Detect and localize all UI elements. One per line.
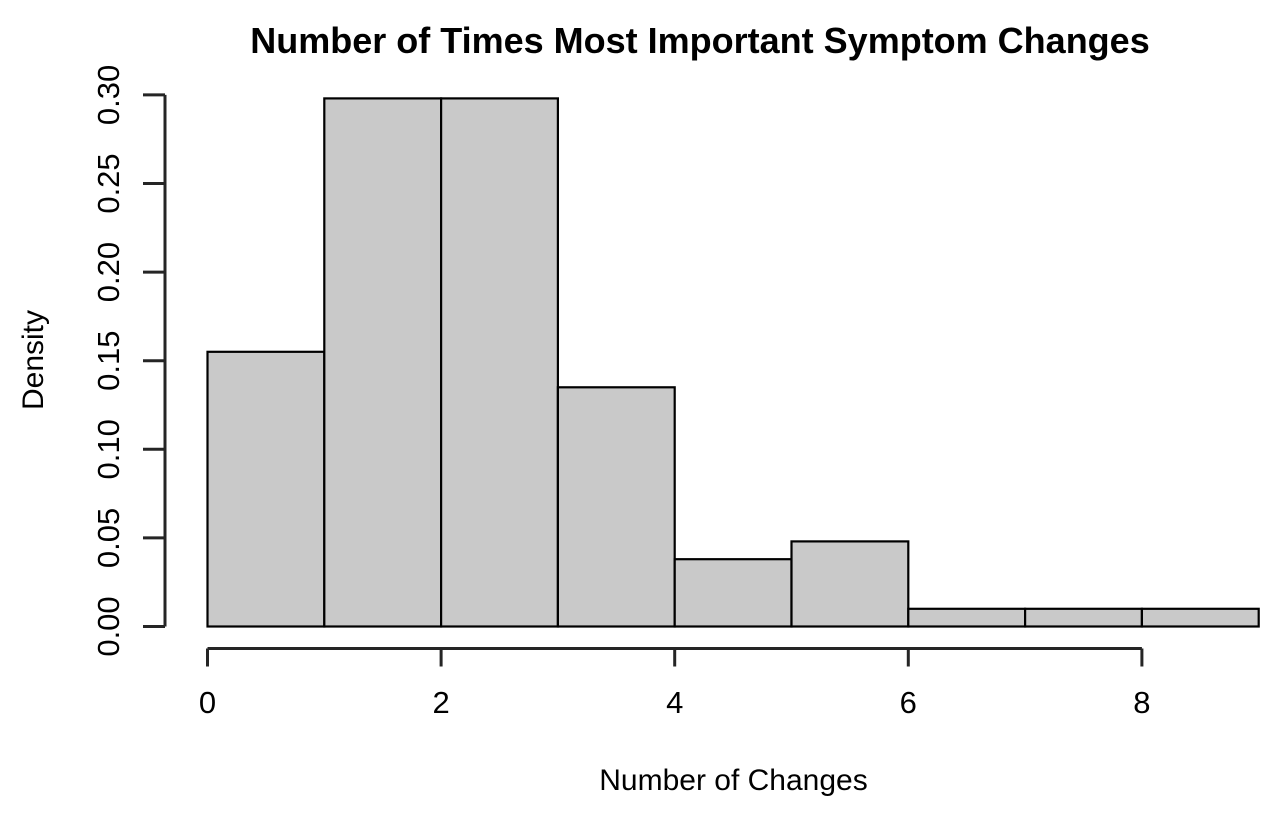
histogram-bar (1140, 607, 1260, 628)
histogram-bar (206, 350, 326, 628)
y-tick-label: 0.00 (91, 596, 126, 656)
histogram-bar (907, 607, 1027, 628)
x-tick-label: 8 (1133, 685, 1150, 720)
chart-title: Number of Times Most Important Symptom C… (250, 20, 1150, 61)
x-tick-label: 0 (199, 685, 216, 720)
y-tick-label: 0.10 (91, 419, 126, 479)
x-tick-label: 4 (666, 685, 683, 720)
x-tick-label: 6 (900, 685, 917, 720)
y-tick-label: 0.30 (91, 65, 126, 125)
histogram-bar (556, 386, 676, 628)
y-tick-label: 0.20 (91, 242, 126, 302)
histogram-bar (790, 540, 910, 628)
histogram-bar (440, 97, 560, 628)
y-tick-label: 0.05 (91, 508, 126, 568)
y-tick-label: 0.15 (91, 331, 126, 391)
y-tick-label: 0.25 (91, 153, 126, 213)
x-tick-label: 2 (432, 685, 449, 720)
histogram-bar (323, 97, 443, 628)
histogram-bar (1023, 607, 1143, 628)
histogram-bar (673, 558, 793, 628)
x-axis-label: Number of Changes (599, 764, 868, 797)
